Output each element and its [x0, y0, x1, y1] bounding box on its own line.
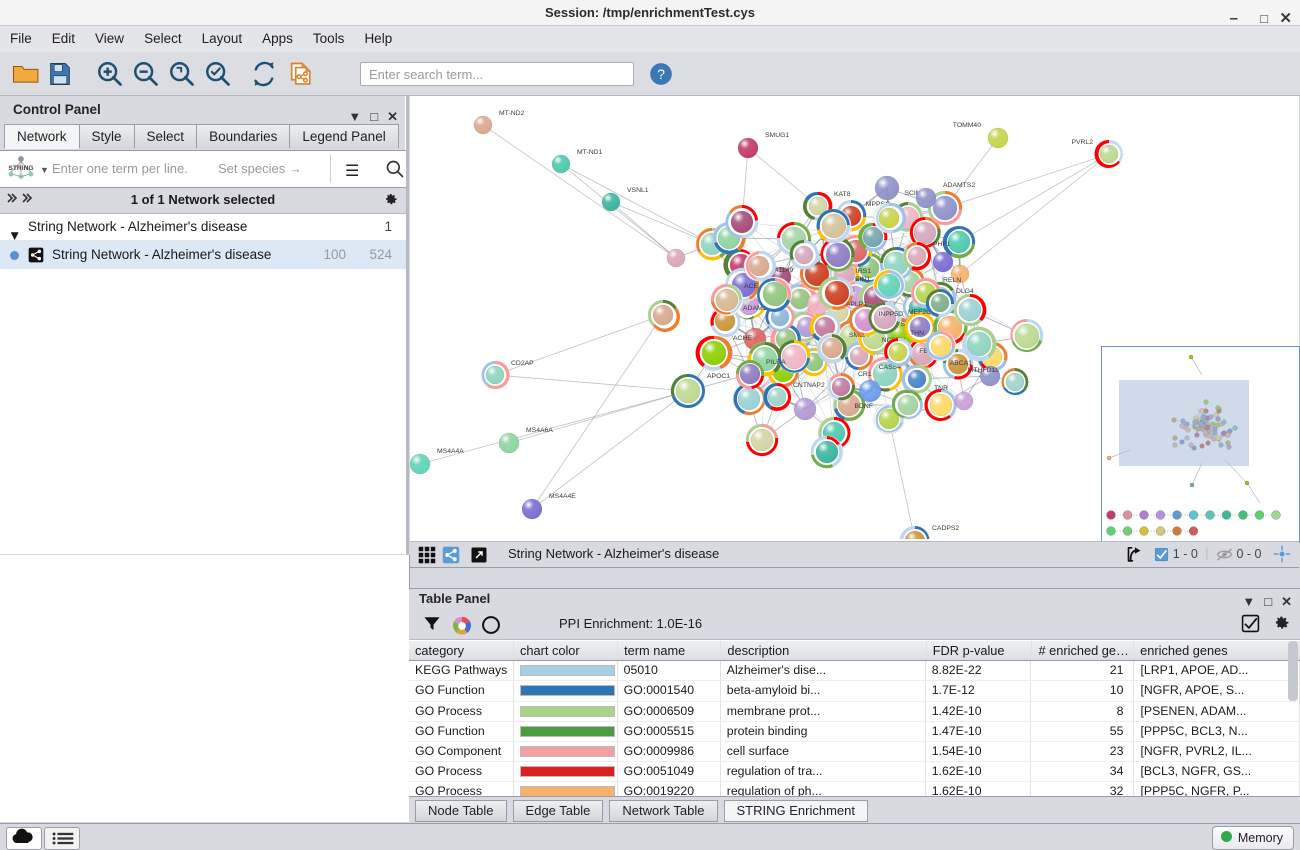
svg-text:MTHFD1L: MTHFD1L	[968, 367, 1000, 374]
svg-text:KAT8: KAT8	[834, 191, 851, 198]
svg-text:BDNF: BDNF	[854, 403, 873, 410]
svg-text:CADPS2: CADPS2	[932, 525, 959, 532]
svg-text:CD2AP: CD2AP	[511, 360, 534, 367]
svg-text:PHF1: PHF1	[933, 241, 951, 248]
svg-text:ACE: ACE	[744, 283, 758, 290]
svg-text:BIN1: BIN1	[855, 276, 870, 283]
svg-text:STRING: STRING	[8, 165, 33, 172]
svg-text:ACHE: ACHE	[733, 335, 752, 342]
svg-text:IRS1: IRS1	[856, 268, 871, 275]
svg-text:INPP5D: INPP5D	[878, 311, 903, 318]
svg-text:RELN: RELN	[943, 277, 961, 284]
svg-text:ABCA1: ABCA1	[950, 360, 973, 367]
svg-text:PILRA: PILRA	[766, 359, 786, 366]
svg-text:THN: THN	[910, 330, 924, 337]
svg-text:MS4A4E: MS4A4E	[549, 493, 576, 500]
svg-text:DLG4: DLG4	[956, 288, 974, 295]
svg-text:ADAMTS2: ADAMTS2	[943, 182, 975, 189]
svg-text:MT-ND1: MT-ND1	[577, 149, 603, 156]
svg-text:CNTNAP2: CNTNAP2	[793, 382, 825, 389]
svg-text:MS4A6A: MS4A6A	[526, 427, 553, 434]
svg-text:TNR: TNR	[934, 385, 948, 392]
svg-text:VSNL1: VSNL1	[627, 187, 649, 194]
svg-text:MT-ND2: MT-ND2	[499, 110, 525, 117]
svg-text:SMUG1: SMUG1	[765, 132, 789, 139]
svg-text:TOMM40: TOMM40	[953, 122, 981, 129]
svg-text:CR1: CR1	[858, 371, 872, 378]
svg-text:?: ?	[657, 66, 665, 82]
svg-text:MS4A4A: MS4A4A	[437, 448, 464, 455]
svg-text:APLP1: APLP1	[846, 301, 867, 308]
svg-text:PVRL2: PVRL2	[1071, 139, 1093, 146]
svg-text:APOC1: APOC1	[707, 373, 730, 380]
